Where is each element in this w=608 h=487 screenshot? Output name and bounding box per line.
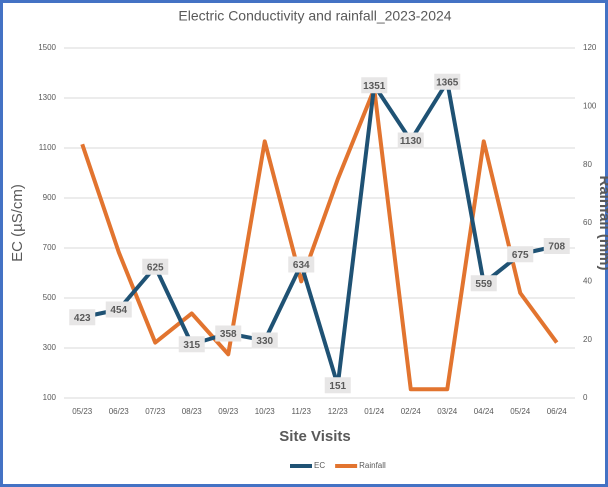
data-label: 151	[329, 381, 346, 392]
x-tick-label: 02/24	[401, 407, 422, 416]
x-tick-label: 05/23	[72, 407, 93, 416]
x-tick-label: 06/24	[547, 407, 568, 416]
y-axis-label: EC (µS/cm)	[9, 184, 26, 262]
data-label-box	[178, 336, 205, 353]
data-label: 559	[475, 279, 492, 290]
y2-tick-label: 0	[583, 393, 588, 402]
data-label-box	[251, 332, 278, 349]
x-axis-label: Site Visits	[279, 428, 350, 445]
data-label: 315	[183, 340, 200, 351]
y2-tick-label: 20	[583, 335, 592, 344]
x-tick-label: 03/24	[437, 407, 458, 416]
y2-tick-label: 100	[583, 101, 597, 110]
data-label-box	[69, 309, 96, 326]
y-tick-label: 1100	[39, 143, 57, 152]
y2-tick-label: 40	[583, 276, 592, 285]
x-tick-label: 05/24	[510, 407, 531, 416]
y-tick-label: 700	[43, 243, 57, 252]
data-label-box	[543, 238, 570, 254]
data-label: 454	[110, 305, 127, 316]
data-label-box	[324, 377, 351, 394]
data-label-box	[105, 301, 132, 318]
x-tick-label: 01/24	[364, 407, 385, 416]
x-tick-label: 10/23	[255, 407, 276, 416]
data-label: 330	[256, 336, 273, 347]
data-label-box	[215, 325, 242, 342]
y-tick-label: 100	[43, 393, 57, 402]
y2-tick-label: 60	[583, 218, 592, 227]
data-label: 1365	[436, 77, 459, 88]
data-label: 1130	[400, 136, 422, 147]
data-label-box	[361, 77, 388, 94]
data-label: 1351	[363, 81, 386, 92]
data-label: 358	[220, 329, 237, 340]
y2-tick-label: 80	[583, 160, 592, 169]
x-tick-label: 07/23	[145, 407, 166, 416]
y-tick-label: 300	[43, 343, 57, 352]
x-tick-label: 06/23	[109, 407, 130, 416]
data-label: 423	[74, 313, 91, 324]
data-label: 708	[548, 242, 565, 253]
x-tick-label: 09/23	[218, 407, 239, 416]
legend-label: EC	[314, 461, 325, 470]
y-tick-label: 900	[43, 193, 57, 202]
data-label-box	[288, 256, 315, 273]
x-tick-label: 11/23	[292, 407, 312, 416]
data-label: 675	[512, 250, 529, 261]
y-tick-label: 500	[43, 293, 57, 302]
legend-label: Rainfall	[359, 461, 386, 470]
y-tick-label: 1300	[38, 93, 56, 102]
x-tick-label: 04/24	[474, 407, 495, 416]
data-label-box	[142, 258, 169, 275]
y2-axis-label: Rainfall (mm)	[596, 175, 608, 270]
data-label-box	[507, 246, 534, 263]
data-label: 625	[147, 262, 164, 273]
y-tick-label: 1500	[38, 43, 56, 52]
data-label: 634	[293, 260, 310, 271]
x-tick-label: 12/23	[328, 407, 349, 416]
data-label-box	[397, 132, 424, 149]
data-label-box	[470, 275, 497, 292]
y2-tick-label: 120	[583, 43, 597, 52]
data-label-box	[434, 73, 461, 90]
chart-title: Electric Conductivity and rainfall_2023-…	[178, 8, 451, 24]
series-line	[81, 79, 558, 388]
x-tick-label: 08/23	[182, 407, 203, 416]
series-line	[80, 86, 559, 392]
